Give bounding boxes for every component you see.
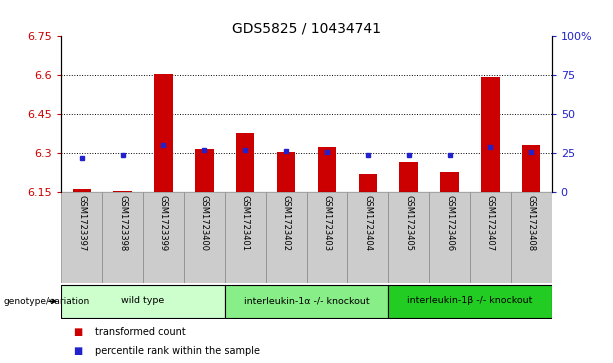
FancyArrowPatch shape [49, 299, 56, 303]
Bar [184, 192, 225, 283]
Text: GSM1723397: GSM1723397 [77, 195, 86, 251]
Bar [61, 192, 102, 283]
Text: GSM1723402: GSM1723402 [281, 195, 291, 251]
Bar [440, 172, 459, 192]
Bar [195, 150, 213, 192]
Bar [154, 74, 173, 192]
Text: GSM1723407: GSM1723407 [486, 195, 495, 251]
Bar [306, 192, 348, 283]
Bar [143, 192, 184, 283]
Bar [102, 192, 143, 283]
Bar [359, 174, 377, 192]
Bar [318, 147, 336, 192]
Text: GSM1723403: GSM1723403 [322, 195, 332, 251]
Text: GSM1723400: GSM1723400 [200, 195, 209, 251]
Bar [470, 192, 511, 283]
Text: percentile rank within the sample: percentile rank within the sample [95, 346, 260, 356]
Bar [429, 192, 470, 283]
Bar [265, 192, 306, 283]
Text: GSM1723405: GSM1723405 [404, 195, 413, 251]
Text: GSM1723406: GSM1723406 [445, 195, 454, 251]
Text: interleukin-1β -/- knockout: interleukin-1β -/- knockout [407, 296, 533, 305]
Text: ■: ■ [74, 346, 83, 356]
Bar [522, 145, 541, 192]
Bar [348, 192, 388, 283]
Text: transformed count: transformed count [95, 327, 186, 337]
Bar [113, 191, 132, 192]
Bar [388, 285, 552, 318]
Text: GSM1723401: GSM1723401 [241, 195, 249, 251]
Text: wild type: wild type [121, 296, 165, 305]
Bar [225, 285, 388, 318]
Title: GDS5825 / 10434741: GDS5825 / 10434741 [232, 21, 381, 35]
Bar [277, 152, 295, 192]
Bar [511, 192, 552, 283]
Bar [481, 77, 500, 192]
Bar [400, 163, 418, 192]
Text: GSM1723398: GSM1723398 [118, 195, 127, 251]
Bar [61, 285, 225, 318]
Text: GSM1723399: GSM1723399 [159, 195, 168, 251]
Bar [225, 192, 265, 283]
Text: GSM1723408: GSM1723408 [527, 195, 536, 251]
Text: GSM1723404: GSM1723404 [364, 195, 372, 251]
Bar [72, 189, 91, 192]
Text: ■: ■ [74, 327, 83, 337]
Bar [236, 132, 254, 192]
Text: genotype/variation: genotype/variation [3, 297, 89, 306]
Text: interleukin-1α -/- knockout: interleukin-1α -/- knockout [244, 296, 369, 305]
Bar [388, 192, 429, 283]
